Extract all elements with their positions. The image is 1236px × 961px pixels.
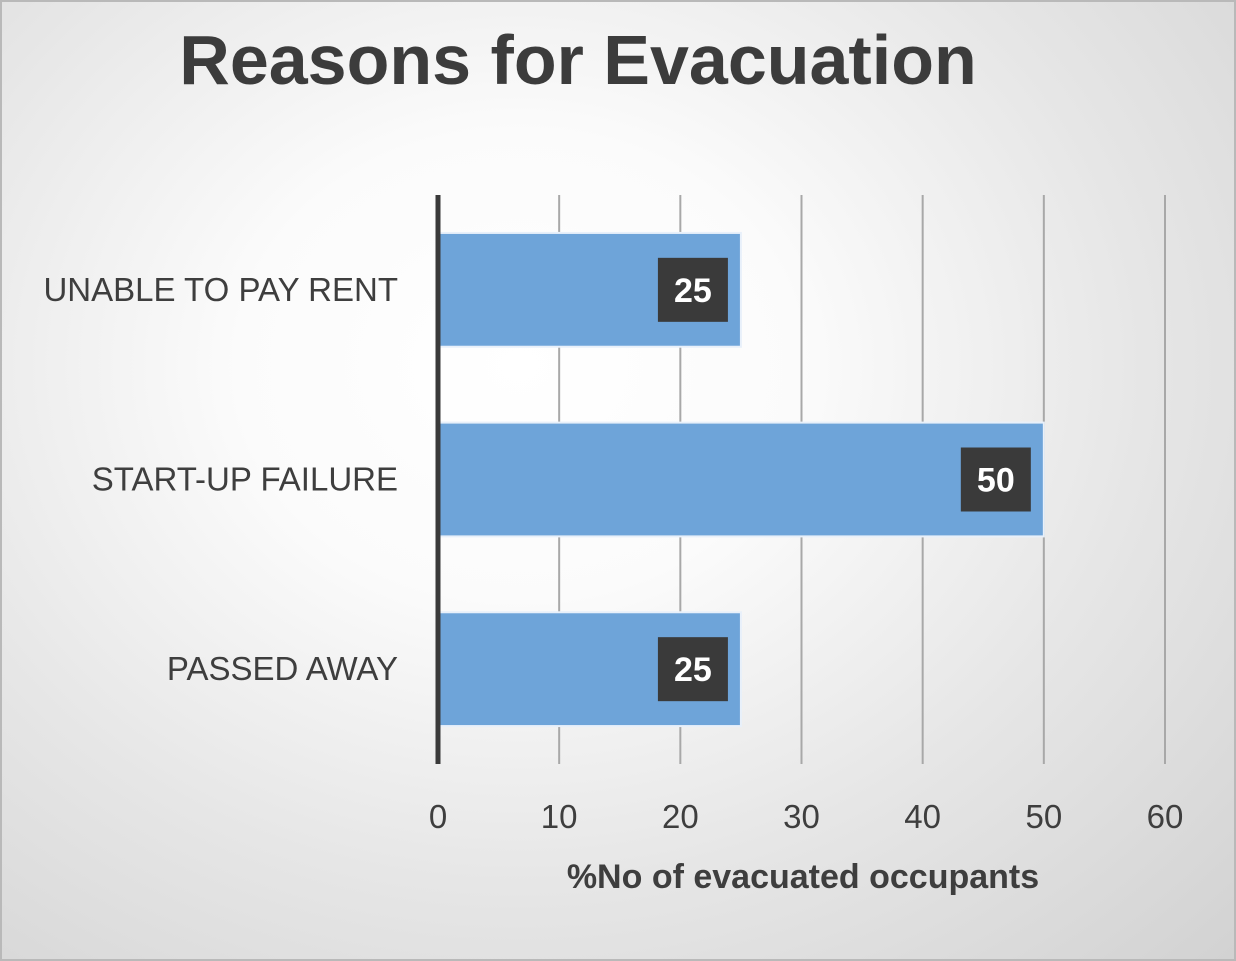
data-label-box-2	[657, 637, 728, 702]
x-tick-label-50: 50	[1025, 798, 1062, 835]
data-label-1: 50	[977, 462, 1015, 500]
x-tick-label-0: 0	[429, 798, 447, 835]
x-tick-label-20: 20	[662, 798, 699, 835]
x-tick-label-60: 60	[1147, 798, 1184, 835]
data-label-2: 25	[674, 651, 712, 689]
data-label-box-1	[960, 447, 1031, 512]
category-label-1: START-UP FAILURE	[92, 461, 398, 498]
chart-title: Reasons for Evacuation	[179, 21, 977, 99]
category-label-0: UNABLE TO PAY RENT	[43, 271, 398, 308]
x-tick-label-40: 40	[904, 798, 941, 835]
data-label-0: 25	[674, 272, 712, 310]
bar-1	[437, 421, 1045, 538]
category-label-2: PASSED AWAY	[167, 650, 398, 687]
x-axis-title: %No of evacuated occupants	[566, 858, 1040, 896]
x-tick-label-10: 10	[541, 798, 578, 835]
x-tick-label-30: 30	[783, 798, 820, 835]
data-label-box-0	[657, 257, 728, 322]
